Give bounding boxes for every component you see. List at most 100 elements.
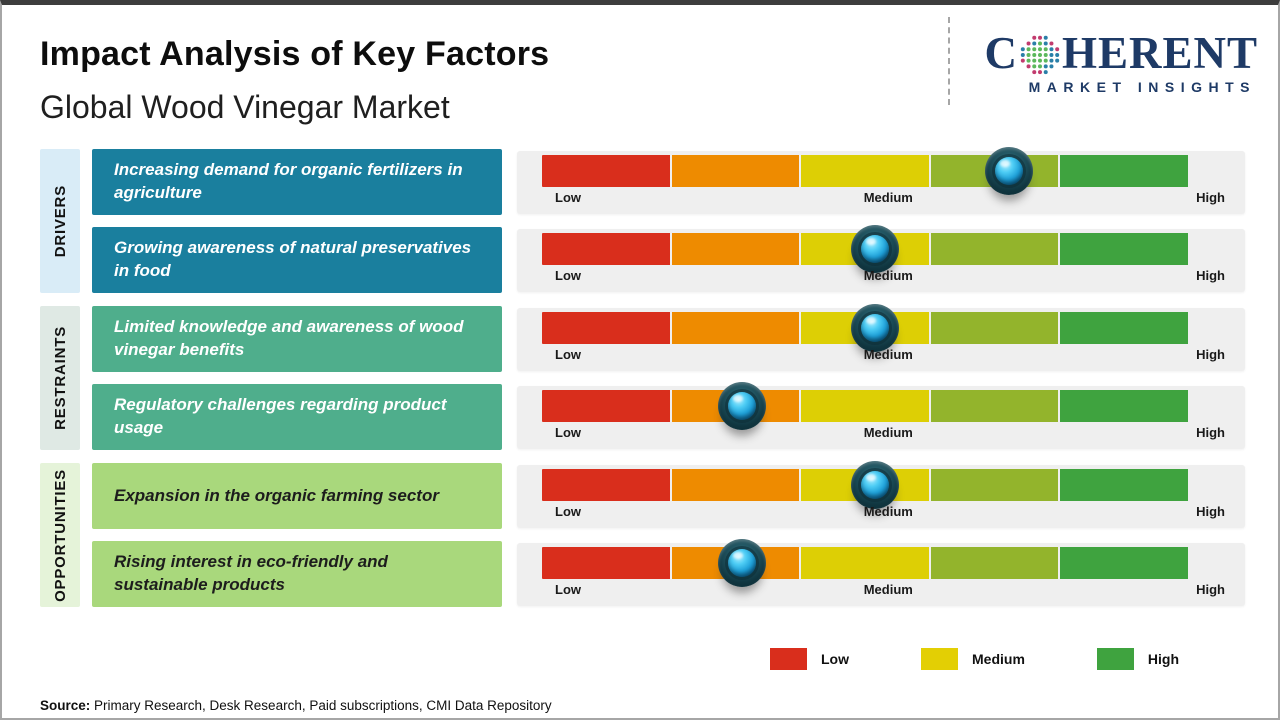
scale-segment-orange xyxy=(671,154,800,187)
scale-label-medium: Medium xyxy=(863,424,913,440)
factor-box: Increasing demand for organic fertilizer… xyxy=(92,149,502,215)
factor-box: Limited knowledge and awareness of wood … xyxy=(92,306,502,372)
impact-scale-panel: Low Medium High xyxy=(517,146,1245,214)
impact-scale-panel: Low Medium High xyxy=(517,381,1245,449)
legend-swatch-low xyxy=(770,648,807,670)
category-strip-restraints: RESTRAINTS xyxy=(40,306,80,450)
scale-label-high: High xyxy=(1196,346,1225,362)
scale-segment-red xyxy=(542,232,670,265)
impact-marker[interactable] xyxy=(850,224,899,273)
impact-marker[interactable] xyxy=(850,303,899,352)
factor-row: Growing awareness of natural preservativ… xyxy=(92,224,1245,293)
scale-segment-red xyxy=(542,546,670,579)
category-strip-opportunities: OPPORTUNITIES xyxy=(40,463,80,607)
scale-segment-red xyxy=(542,311,670,344)
impact-scale-panel: Low Medium High xyxy=(517,538,1245,606)
legend-label: Low xyxy=(821,651,849,667)
factor-label: Regulatory challenges regarding product … xyxy=(114,395,447,437)
page-title: Impact Analysis of Key Factors xyxy=(40,35,550,73)
scale-segment-olive xyxy=(930,546,1059,579)
legend-label: Medium xyxy=(972,651,1025,667)
group-restraints: RESTRAINTS Limited knowledge and awarene… xyxy=(40,303,1245,450)
category-label: OPPORTUNITIES xyxy=(51,468,69,602)
marker-orb-icon xyxy=(860,470,889,499)
legend: Low Medium High xyxy=(744,648,1179,670)
scale-segment-red xyxy=(542,154,670,187)
scale-segment-orange xyxy=(671,232,800,265)
source-line: Source: Primary Research, Desk Research,… xyxy=(40,698,552,713)
marker-orb-icon xyxy=(860,234,889,263)
marker-orb-icon xyxy=(728,548,757,577)
legend-item-medium: Medium xyxy=(921,648,1025,670)
scale-label-low: Low xyxy=(555,346,581,362)
scale-segment-olive xyxy=(930,232,1059,265)
scale-segment-red xyxy=(542,389,670,422)
source-text: Primary Research, Desk Research, Paid su… xyxy=(90,698,552,713)
scale-label-medium: Medium xyxy=(863,189,913,205)
scale-label-low: Low xyxy=(555,424,581,440)
scale-label-high: High xyxy=(1196,424,1225,440)
impact-marker[interactable] xyxy=(850,460,899,509)
scale-segment-red xyxy=(542,468,670,501)
coherent-market-insights-logo: C HERENT MARKET INSIGHTS xyxy=(984,31,1258,96)
scale-segment-orange xyxy=(671,468,800,501)
factor-row: Increasing demand for organic fertilizer… xyxy=(92,146,1245,215)
factor-box: Rising interest in eco-friendly and sust… xyxy=(92,541,502,607)
scale-label-high: High xyxy=(1196,503,1225,519)
page-subtitle: Global Wood Vinegar Market xyxy=(40,89,450,125)
scale-label-low: Low xyxy=(555,189,581,205)
category-label: RESTRAINTS xyxy=(51,326,69,430)
impact-marker[interactable] xyxy=(718,538,767,587)
scale-label-high: High xyxy=(1196,189,1225,205)
factor-label: Expansion in the organic farming sector xyxy=(114,485,439,505)
legend-item-high: High xyxy=(1096,648,1179,670)
scale-segment-green xyxy=(1060,389,1188,422)
factor-box: Expansion in the organic farming sector xyxy=(92,463,502,529)
marker-orb-icon xyxy=(860,313,889,342)
factor-label: Limited knowledge and awareness of wood … xyxy=(114,317,464,359)
scale-segment-olive xyxy=(930,311,1059,344)
impact-scale-bar xyxy=(542,381,1188,430)
factor-row: Regulatory challenges regarding product … xyxy=(92,381,1245,450)
factor-row: Rising interest in eco-friendly and sust… xyxy=(92,538,1245,607)
impact-marker[interactable] xyxy=(985,146,1034,195)
scale-label-medium: Medium xyxy=(863,267,913,283)
marker-orb-icon xyxy=(995,156,1024,185)
factor-label: Increasing demand for organic fertilizer… xyxy=(114,160,463,202)
marker-orb-icon xyxy=(728,391,757,420)
group-opportunities: OPPORTUNITIES Expansion in the organic f… xyxy=(40,460,1245,607)
scale-label-low: Low xyxy=(555,267,581,283)
scale-segment-orange xyxy=(671,311,800,344)
impact-scale-panel: Low Medium High xyxy=(517,460,1245,528)
legend-swatch-medium xyxy=(921,648,958,670)
logo-letter-c: C xyxy=(984,28,1018,78)
scale-segment-green xyxy=(1060,468,1188,501)
logo-brand-text: C HERENT xyxy=(984,31,1258,76)
factor-box: Regulatory challenges regarding product … xyxy=(92,384,502,450)
impact-scale-bar xyxy=(542,224,1188,273)
category-strip-drivers: DRIVERS xyxy=(40,149,80,293)
scale-segment-yellow xyxy=(801,546,929,579)
scale-label-medium: Medium xyxy=(863,346,913,362)
impact-marker[interactable] xyxy=(718,381,767,430)
logo-letters-rest: HERENT xyxy=(1061,28,1258,78)
scale-label-low: Low xyxy=(555,581,581,597)
factor-row: Limited knowledge and awareness of wood … xyxy=(92,303,1245,372)
scale-label-high: High xyxy=(1196,581,1225,597)
scale-segment-olive xyxy=(930,468,1059,501)
globe-dots-icon xyxy=(1020,35,1060,74)
impact-scale-bar xyxy=(542,303,1188,352)
scale-segment-green xyxy=(1060,311,1188,344)
factor-box: Growing awareness of natural preservativ… xyxy=(92,227,502,293)
legend-swatch-high xyxy=(1096,648,1134,670)
scale-label-high: High xyxy=(1196,267,1225,283)
category-label: DRIVERS xyxy=(51,184,69,258)
impact-scale-bar xyxy=(542,146,1188,195)
scale-segment-yellow xyxy=(801,389,929,422)
factor-label: Growing awareness of natural preservativ… xyxy=(114,238,472,280)
impact-scale-bar xyxy=(542,460,1188,509)
impact-analysis-grid: DRIVERS Increasing demand for organic fe… xyxy=(40,146,1245,607)
source-prefix: Source: xyxy=(40,698,91,713)
impact-scale-panel: Low Medium High xyxy=(517,303,1245,371)
factor-row: Expansion in the organic farming sector … xyxy=(92,460,1245,529)
